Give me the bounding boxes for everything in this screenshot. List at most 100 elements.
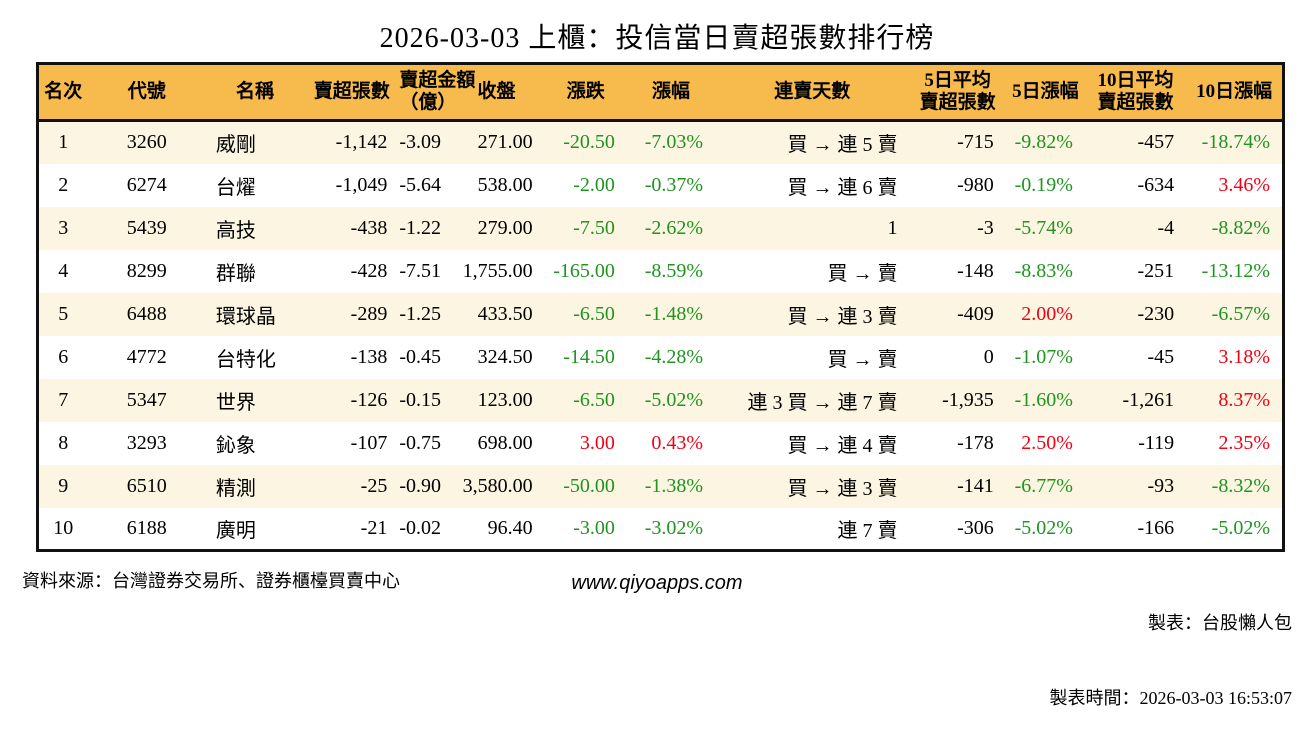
table-cell: 台特化	[215, 348, 276, 371]
table-cell: -251	[1137, 259, 1175, 282]
table-cell: -45	[1147, 345, 1175, 368]
table-cell: -5.02%	[1211, 516, 1270, 539]
table-cell: -165.00	[553, 259, 615, 282]
table-cell: -21	[360, 516, 388, 539]
table-row: 5 6488 環球晶 -289 -1.25 433.50 -6.50 -1.48% 買 → 連 …	[37, 292, 1284, 336]
table-cell: 7	[58, 388, 69, 411]
website-url: www.qiyoapps.com	[571, 572, 743, 594]
table-cell: -1.38%	[644, 474, 704, 497]
table-row: 9 6510 精測 -25 -0.90 3,580.00 -50.00 -1.38% 買 → 連…	[37, 464, 1284, 508]
table-cell: 4	[58, 259, 69, 282]
table-cell: 買 → 連 6 賣	[787, 176, 898, 199]
column-header: 代號	[87, 63, 206, 122]
credit-maker: 製表：台股懶人包	[1148, 613, 1292, 633]
table-cell: -5.02%	[644, 388, 704, 411]
table-cell: -3.00	[573, 516, 615, 539]
table-cell: -1,261	[1122, 388, 1175, 411]
table-body: 1 3260 威剛 -1,142 -3.09 271.00 -20.50 -7.03% 買 → …	[37, 120, 1284, 551]
table-cell: 1	[58, 131, 69, 154]
table-cell: -0.90	[399, 474, 442, 497]
table-cell: 買 → 連 3 賣	[787, 305, 898, 328]
table-cell: 買 → 連 5 賣	[787, 134, 898, 157]
table-cell: -3.02%	[644, 516, 704, 539]
table-cell: -1.48%	[644, 302, 704, 325]
table-cell: 高技	[215, 219, 256, 242]
table-cell: 廣明	[215, 519, 256, 542]
table-cell: 3260	[126, 131, 167, 154]
table-cell: -457	[1137, 131, 1175, 154]
table-cell: -178	[957, 431, 994, 454]
table-cell: 4772	[126, 345, 167, 368]
table-cell: 精測	[215, 477, 256, 500]
table-cell: 3.46%	[1218, 173, 1270, 196]
table-row: 3 5439 高技 -438 -1.22 279.00 -7.50 -2.62% 1 -3 -5.7…	[37, 206, 1284, 250]
column-header: 10日漲幅	[1186, 63, 1284, 122]
table-row: 1 3260 威剛 -1,142 -3.09 271.00 -20.50 -7.03% 買 → …	[37, 120, 1284, 164]
column-header: 名稱	[205, 63, 305, 122]
column-header: 漲跌	[544, 63, 627, 122]
table-cell: -4.28%	[644, 345, 704, 368]
table-header: 名次 代號 名稱 賣超張數 賣超金額 （億） 收盤 漲跌 漲幅 連賣天數 5日平均 賣超張數 5日漲…	[37, 63, 1284, 122]
table-cell: -438	[350, 216, 388, 239]
table-cell: 5439	[126, 216, 167, 239]
table-cell: 8	[58, 431, 69, 454]
table-cell: -14.50	[563, 345, 615, 368]
table-cell: -1,142	[335, 131, 388, 154]
table-cell: -5.02%	[1014, 516, 1073, 539]
table-cell: 433.50	[477, 302, 533, 325]
table-cell: -7.50	[573, 216, 615, 239]
table-cell: 2.35%	[1218, 431, 1270, 454]
table-cell: 538.00	[477, 173, 533, 196]
column-header: 漲幅	[626, 63, 716, 122]
table-cell: 群聯	[215, 262, 256, 285]
table-cell: 6188	[126, 516, 167, 539]
table-cell: -7.03%	[644, 131, 704, 154]
credit-timestamp: 製表時間：2026-03-03 16:53:07	[1049, 688, 1293, 708]
table-cell: 買 → 連 4 賣	[787, 434, 898, 457]
table-cell: -7.51	[399, 259, 442, 282]
table-cell: 買 → 賣	[827, 262, 898, 285]
table-cell: -126	[350, 388, 388, 411]
table-cell: 3.18%	[1218, 345, 1270, 368]
table-cell: 3,580.00	[462, 474, 533, 497]
table-cell: 5347	[126, 388, 167, 411]
ranking-table-wrap: 名次 代號 名稱 賣超張數 賣超金額 （億） 收盤 漲跌 漲幅 連賣天數 5日平均 賣超張數 5日漲…	[36, 62, 1285, 552]
table-cell: 6274	[126, 173, 167, 196]
table-cell: -1.22	[399, 216, 442, 239]
table-cell: -0.02	[399, 516, 442, 539]
table-cell: 1,755.00	[462, 259, 533, 282]
table-cell: 2.00%	[1021, 302, 1073, 325]
table-cell: -148	[957, 259, 994, 282]
table-cell: 2	[58, 173, 69, 196]
table-cell: -8.59%	[644, 259, 704, 282]
table-cell: -3	[977, 216, 994, 239]
table-cell: 連 7 賣	[837, 519, 898, 542]
table-cell: 9	[58, 474, 69, 497]
table-cell: -166	[1137, 516, 1175, 539]
column-header: 賣超張數	[304, 63, 400, 122]
column-header: 賣超金額 （億）	[399, 63, 475, 122]
column-header: 連賣天數	[715, 63, 910, 122]
table-cell: -8.83%	[1014, 259, 1073, 282]
table-cell: -2.62%	[644, 216, 704, 239]
table-row: 8 3293 鈊象 -107 -0.75 698.00 3.00 0.43% 買 → 連 4 賣…	[37, 421, 1284, 465]
table-cell: -0.45	[399, 345, 442, 368]
table-cell: -8.32%	[1211, 474, 1270, 497]
table-cell: 1	[887, 216, 898, 239]
table-cell: -50.00	[563, 474, 615, 497]
table-cell: 271.00	[477, 131, 533, 154]
table-cell: -2.00	[573, 173, 615, 196]
table-cell: 2.50%	[1021, 431, 1073, 454]
table-cell: -4	[1157, 216, 1175, 239]
table-cell: -5.64	[399, 173, 442, 196]
table-cell: -119	[1138, 431, 1175, 454]
table-cell: -3.09	[399, 131, 442, 154]
column-header: 名次	[37, 63, 88, 122]
table-cell: -980	[957, 173, 994, 196]
table-cell: 0.43%	[651, 431, 704, 454]
table-cell: 123.00	[477, 388, 533, 411]
data-source: 資料來源：台灣證券交易所、證券櫃檯買賣中心	[22, 571, 400, 591]
table-cell: -20.50	[563, 131, 615, 154]
credit-block: 製表：台股懶人包 製表時間：2026-03-03 16:53:07	[1050, 561, 1293, 736]
table-cell: -5.74%	[1014, 216, 1073, 239]
